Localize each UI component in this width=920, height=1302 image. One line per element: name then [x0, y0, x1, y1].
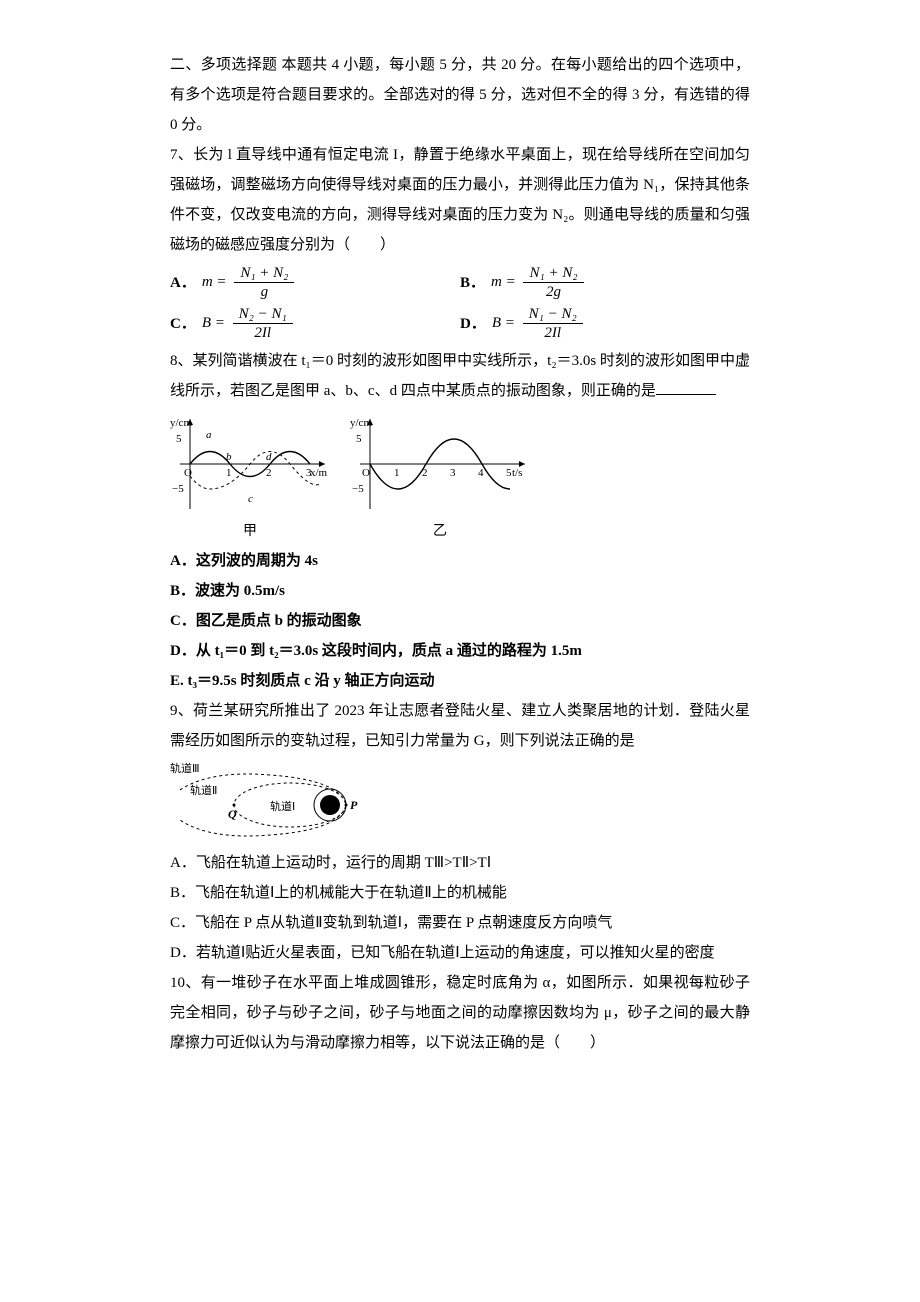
q8-opt-E: E. t₃＝9.5s 时刻质点 c 沿 y 轴正方向运动 [170, 666, 750, 696]
q8-fig2-caption: 乙 [350, 518, 530, 546]
q8-fig2-ylabel: y/cm [350, 417, 372, 429]
q9-text: 9、荷兰某研究所推出了 2023 年让志愿者登陆火星、建立人类聚居地的计划．登陆… [170, 696, 750, 756]
q7-opt-D-den: 2Il [538, 324, 567, 342]
q8-fig1-pt-c: c [248, 493, 253, 505]
q7-opt-D-label: D． [460, 309, 486, 339]
section-header: 二、多项选择题 本题共 4 小题，每小题 5 分，共 20 分。在每小题给出的四… [170, 50, 750, 140]
q8-fig2-x1: 1 [394, 467, 400, 479]
q7-opt-A-num: N₁ + N₂ [234, 264, 294, 283]
q7-opt-B-den: 2g [540, 283, 567, 301]
q9-opt-A: A．飞船在轨道上运动时，运行的周期 TⅢ>TⅡ>TⅠ [170, 848, 750, 878]
q9-opt-C: C．飞船在 P 点从轨道Ⅱ变轨到轨道Ⅰ，需要在 P 点朝速度反方向喷气 [170, 908, 750, 938]
q8-fig1-xlabel: x/m [310, 467, 328, 479]
q7-opt-A-eq: m = N₁ + N₂ g [202, 264, 299, 301]
q8-fig-captions: 甲 乙 [170, 518, 750, 546]
q7-opt-D-lhs: B = [492, 315, 515, 331]
q7-opt-B-eq: m = N₁ + N₂ 2g [491, 264, 588, 301]
q7-opt-B-num: N₁ + N₂ [523, 264, 583, 283]
q8-blank [656, 380, 716, 395]
q7-opt-A-lhs: m = [202, 274, 227, 290]
q7-opt-C: C． B = N₂ − N₁ 2Il [170, 305, 460, 342]
q8-fig1-ytm5: −5 [172, 483, 184, 495]
q9-opt-B: B．飞船在轨道Ⅰ上的机械能大于在轨道Ⅱ上的机械能 [170, 878, 750, 908]
q7-opt-B: B． m = N₁ + N₂ 2g [460, 264, 750, 301]
q7-opt-D-num: N₁ − N₂ [523, 305, 583, 324]
q8-fig2-x5: 5 [506, 467, 512, 479]
q8-fig2-yt5: 5 [356, 433, 362, 445]
q7-opt-A: A． m = N₁ + N₂ g [170, 264, 460, 301]
q7-opt-C-label: C． [170, 309, 196, 339]
q7-opt-D: D． B = N₁ − N₂ 2Il [460, 305, 750, 342]
q8-figures: y/cm x/m 5 −5 O 1 2 3 a b c d y/cm t/s [170, 414, 750, 514]
q8-fig1-ylabel: y/cm [170, 417, 192, 429]
q7-opt-C-lhs: B = [202, 315, 225, 331]
q8-fig1-x3: 3 [306, 467, 312, 479]
q8-fig1-pt-a: a [206, 429, 212, 441]
q8-fig1-x2: 2 [266, 467, 272, 479]
q9-label-orbit1: 轨道Ⅰ [270, 799, 295, 813]
q8-fig2: y/cm t/s 5 −5 O 1 2 3 4 5 [350, 414, 530, 514]
q8-fig2-xlabel: t/s [512, 467, 522, 479]
q7-opt-C-den: 2Il [248, 324, 277, 342]
q8-fig2-origin: O [362, 467, 370, 479]
q8-fig1: y/cm x/m 5 −5 O 1 2 3 a b c d [170, 414, 330, 514]
q9-point-P: P [350, 798, 358, 812]
q7-opt-A-label: A． [170, 268, 196, 298]
q7-opt-D-eq: B = N₁ − N₂ 2Il [492, 305, 587, 342]
q8-fig1-pt-b: b [226, 451, 232, 463]
q7-opt-C-num: N₂ − N₁ [233, 305, 293, 324]
q7-opt-B-lhs: m = [491, 274, 516, 290]
q9-opt-D: D．若轨道Ⅰ贴近火星表面，已知飞船在轨道Ⅰ上运动的角速度，可以推知火星的密度 [170, 938, 750, 968]
q8-opt-D: D．从 t₁＝0 到 t₂＝3.0s 这段时间内，质点 a 通过的路程为 1.5… [170, 636, 750, 666]
q7-text: 7、长为 l 直导线中通有恒定电流 I，静置于绝缘水平桌面上，现在给导线所在空间… [170, 140, 750, 260]
q7-opt-C-eq: B = N₂ − N₁ 2Il [202, 305, 297, 342]
q7-opts-row2: C． B = N₂ − N₁ 2Il D． B = N₁ − N₂ 2Il [170, 305, 750, 342]
q8-fig2-ytm5: −5 [352, 483, 364, 495]
q9-label-orbit3: 轨道Ⅲ [170, 761, 200, 775]
q8-opt-A: A．这列波的周期为 4s [170, 546, 750, 576]
q8-fig2-x3: 3 [450, 467, 456, 479]
q7-opt-B-label: B． [460, 268, 485, 298]
q7-opt-A-den: g [255, 283, 275, 301]
q9-point-Q: Q [228, 807, 237, 821]
q8-fig1-pt-d: d [266, 451, 272, 463]
q8-text: 8、某列简谐横波在 t₁＝0 时刻的波形如图甲中实线所示，t₂＝3.0s 时刻的… [170, 346, 750, 406]
q8-fig1-yt5: 5 [176, 433, 182, 445]
q8-opt-C: C．图乙是质点 b 的振动图象 [170, 606, 750, 636]
q10-text: 10、有一堆砂子在水平面上堆成圆锥形，稳定时底角为 α，如图所示．如果视每粒砂子… [170, 968, 750, 1058]
q8-fig2-x4: 4 [478, 467, 484, 479]
q9-orbit-figure: P Q 轨道Ⅲ 轨道Ⅱ 轨道Ⅰ [170, 760, 390, 840]
q8-fig1-x1: 1 [226, 467, 232, 479]
q8-fig1-caption: 甲 [170, 518, 330, 546]
q9-label-orbit2: 轨道Ⅱ [190, 783, 217, 797]
q7-opts-row1: A． m = N₁ + N₂ g B． m = N₁ + N₂ 2g [170, 264, 750, 301]
q8-opt-B: B．波速为 0.5m/s [170, 576, 750, 606]
